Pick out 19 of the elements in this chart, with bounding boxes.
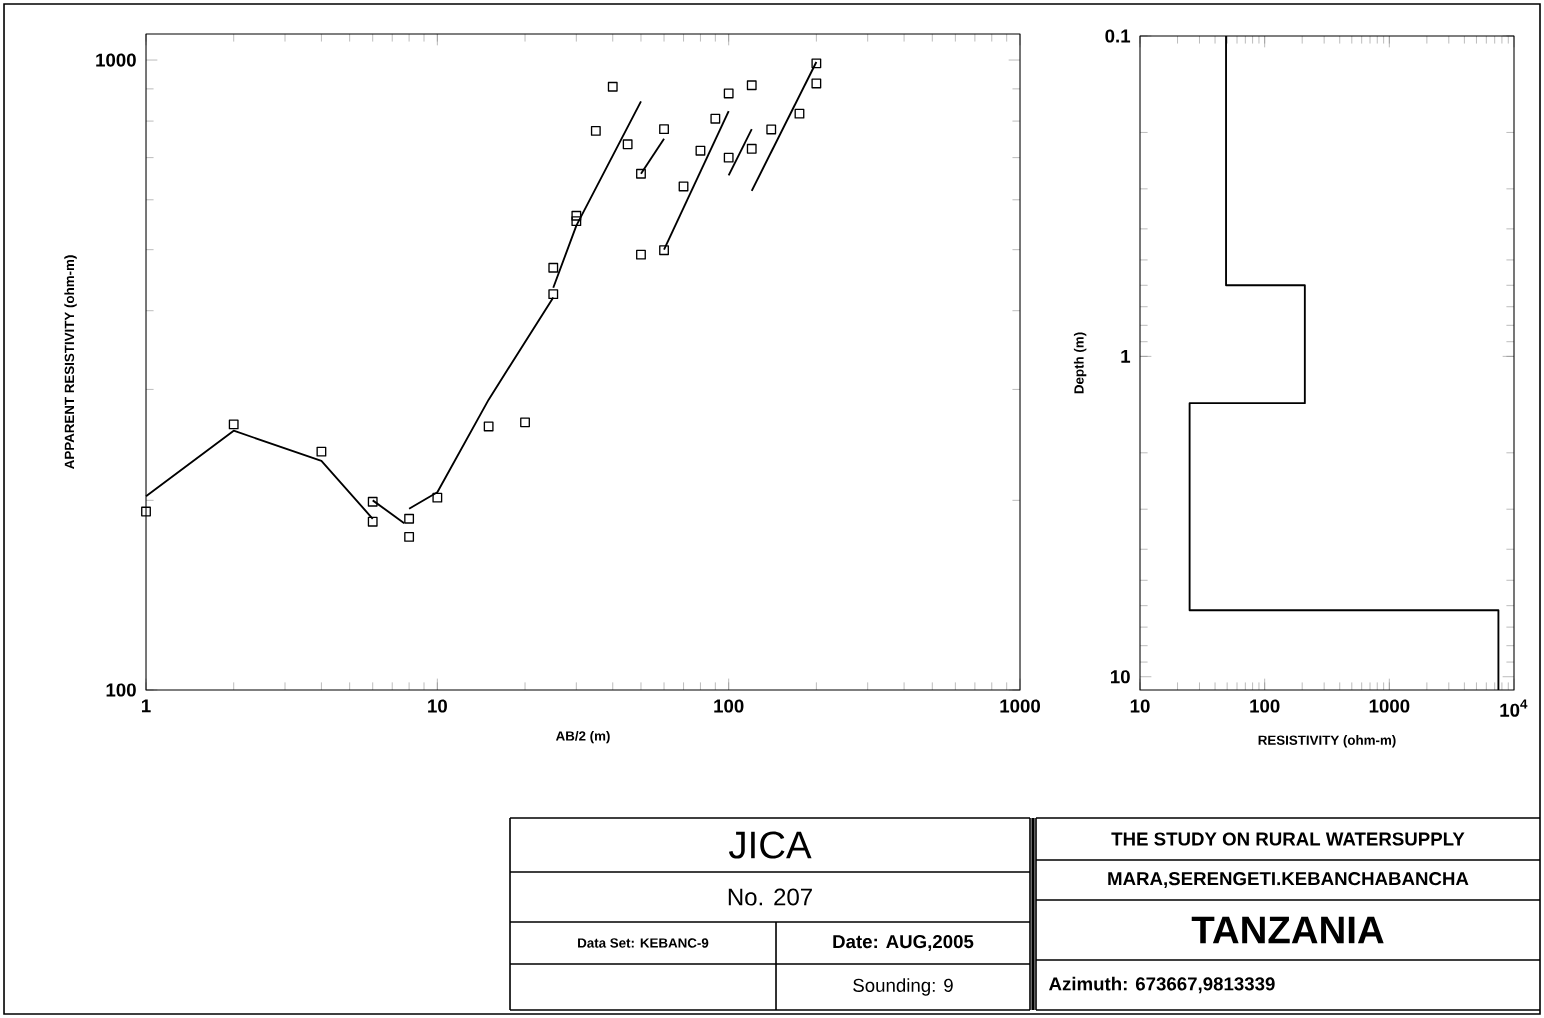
y-tick-label: 0.1 <box>1105 29 1131 43</box>
text: JICA <box>728 831 812 859</box>
text: Azimuth: 673667,9813339 <box>1049 976 1275 994</box>
x-tick-label: 100 <box>1250 699 1280 713</box>
x-tick-label: 1000 <box>1000 699 1040 713</box>
x-tick-label: 10 <box>428 699 447 713</box>
text: No. 207 <box>728 888 812 906</box>
y-tick-label: 10 <box>1110 670 1130 684</box>
x-tick-label: 100 <box>714 699 744 713</box>
x-tick-label: 10 <box>1130 699 1150 713</box>
text: THE STUDY ON RURAL WATERSUPPLY <box>1111 832 1465 846</box>
x-tick-label: 10$^{4}$ <box>1500 699 1528 717</box>
text: Date: AUG,2005 <box>833 935 974 951</box>
text: TANZANIA <box>1191 916 1384 944</box>
text: MARA,SERENGETI.KEBANCHABANCHA <box>1108 872 1469 888</box>
y-tick-label: 1 <box>1121 349 1131 363</box>
x-tick-label: 1 <box>141 699 151 713</box>
x-tick-label: 1000 <box>1369 699 1410 713</box>
text: Sounding: 9 <box>853 978 953 996</box>
